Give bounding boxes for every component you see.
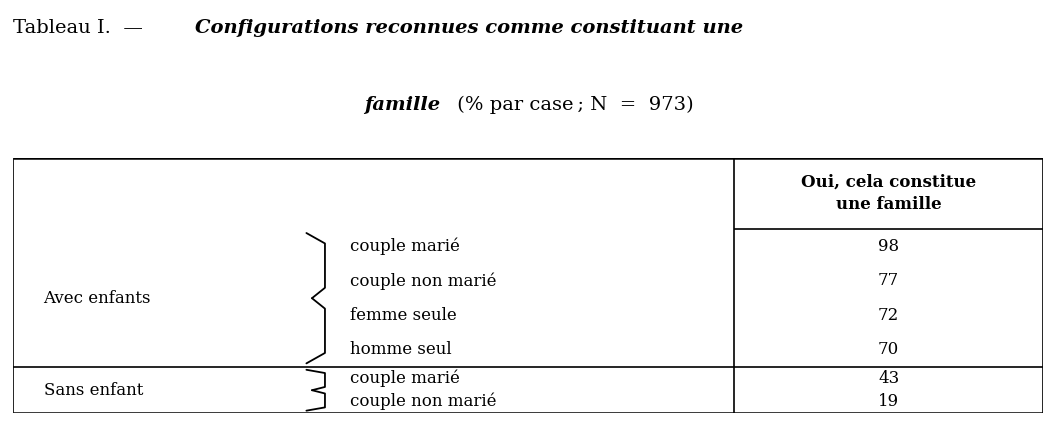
Text: famille: famille xyxy=(364,96,440,114)
Text: couple non marié: couple non marié xyxy=(350,393,496,411)
Text: Oui, cela constitue: Oui, cela constitue xyxy=(802,173,977,190)
Text: Configurations reconnues comme constituant une: Configurations reconnues comme constitua… xyxy=(195,19,743,37)
Text: couple non marié: couple non marié xyxy=(350,272,496,290)
Text: Avec enfants: Avec enfants xyxy=(43,290,151,307)
Text: 43: 43 xyxy=(879,370,900,387)
Text: Tableau I.  —: Tableau I. — xyxy=(13,19,155,37)
Text: couple marié: couple marié xyxy=(350,238,459,255)
Text: Sans enfant: Sans enfant xyxy=(43,382,143,399)
Text: 98: 98 xyxy=(879,238,900,255)
Text: 19: 19 xyxy=(879,393,900,410)
Text: 77: 77 xyxy=(879,273,900,289)
Text: 72: 72 xyxy=(879,307,900,324)
Text: femme seule: femme seule xyxy=(350,307,456,324)
Text: 70: 70 xyxy=(879,342,900,358)
Text: (% par case ; N  =  973): (% par case ; N = 973) xyxy=(451,96,694,114)
Text: homme seul: homme seul xyxy=(350,342,451,358)
Text: couple marié: couple marié xyxy=(350,370,459,388)
Text: une famille: une famille xyxy=(836,196,942,213)
